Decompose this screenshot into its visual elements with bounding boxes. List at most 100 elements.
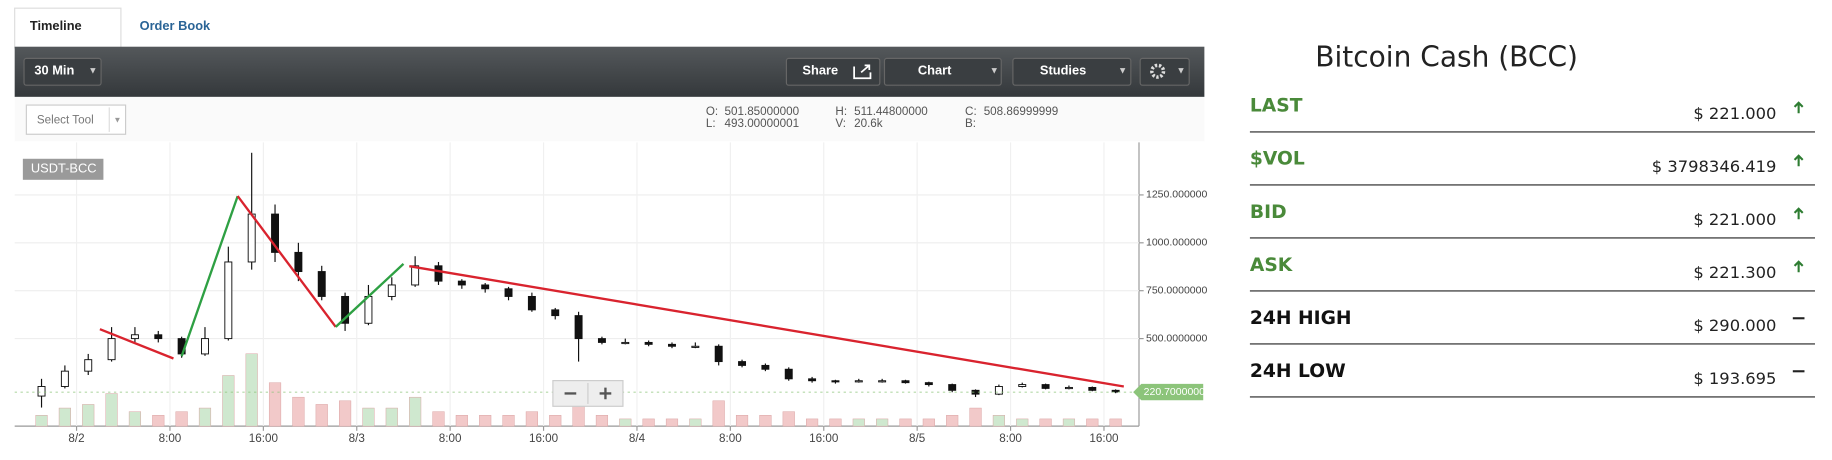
volume-bar bbox=[268, 382, 282, 427]
volume-bar bbox=[58, 407, 71, 427]
tab-label[interactable]: Timeline bbox=[30, 18, 82, 33]
volume-bar bbox=[1039, 418, 1052, 427]
candle-body bbox=[130, 334, 139, 340]
candle-body bbox=[901, 380, 910, 384]
chart-button[interactable] bbox=[883, 57, 1002, 86]
trend-up-icon bbox=[1793, 154, 1804, 167]
candle-body bbox=[341, 295, 350, 324]
symbol-label: USDT-BCC bbox=[31, 161, 97, 176]
candle-body bbox=[551, 309, 560, 317]
volume-bar bbox=[806, 418, 819, 427]
caret: ▼ bbox=[990, 66, 999, 76]
zoom-in[interactable] bbox=[599, 387, 612, 400]
volume-bar bbox=[128, 411, 142, 427]
candle-body bbox=[107, 338, 116, 361]
candle-body bbox=[948, 384, 957, 391]
candle-body bbox=[831, 380, 840, 383]
interval-button[interactable] bbox=[23, 57, 102, 86]
trend-line bbox=[99, 328, 174, 360]
candle-body bbox=[84, 359, 93, 372]
ticker-label: 24H HIGH bbox=[1250, 308, 1352, 329]
volume-bar bbox=[782, 411, 795, 427]
ticker-label: BID bbox=[1250, 202, 1287, 223]
volume-bar bbox=[362, 407, 375, 427]
x-tick-label: 8/4 bbox=[629, 432, 646, 445]
ticker-value: $ 193.695 bbox=[1693, 369, 1776, 388]
volume-bar bbox=[432, 411, 445, 427]
x-tick-label: 8/2 bbox=[68, 432, 84, 445]
candle-body bbox=[504, 288, 513, 297]
volume-bar bbox=[455, 415, 468, 427]
volume-bar bbox=[969, 407, 982, 427]
volume-bar bbox=[385, 407, 398, 427]
volume-bar bbox=[82, 404, 95, 427]
caret: ▼ bbox=[1176, 66, 1185, 76]
ohlc-info-value: 511.44800000 bbox=[854, 105, 928, 118]
candle-body bbox=[1018, 384, 1027, 387]
ohlc-info-label: L: bbox=[706, 117, 716, 130]
ticker-label: LAST bbox=[1250, 96, 1303, 117]
volume-bar bbox=[642, 418, 655, 427]
y-tick-label: 750.0000000 bbox=[1146, 284, 1207, 296]
candle-body bbox=[224, 261, 233, 340]
ticker-title: Bitcoin Cash (BCC) bbox=[1315, 40, 1578, 73]
candle-body bbox=[691, 345, 700, 348]
select-tool-label[interactable]: Select Tool bbox=[37, 113, 94, 126]
candle-body bbox=[457, 280, 466, 286]
volume-bar bbox=[525, 411, 538, 427]
volume-bar bbox=[876, 418, 889, 427]
candle-body bbox=[808, 378, 817, 382]
trend-up-icon bbox=[1793, 207, 1804, 220]
volume-bar bbox=[409, 396, 422, 427]
tab[interactable] bbox=[14, 7, 122, 49]
studies-label[interactable]: Studies bbox=[1040, 63, 1086, 78]
candle-body bbox=[644, 341, 653, 345]
interval-label[interactable]: 30 Min bbox=[34, 63, 74, 78]
trend-line bbox=[236, 195, 337, 328]
volume-bar bbox=[245, 353, 258, 427]
trend-up-icon bbox=[1793, 101, 1804, 114]
toolbar bbox=[14, 46, 1205, 97]
ticker-label: $VOL bbox=[1250, 149, 1305, 170]
caret: ▼ bbox=[1118, 66, 1127, 76]
ohlc-info-value: 501.85000000 bbox=[725, 105, 800, 118]
volume-bar bbox=[292, 396, 305, 427]
share-label[interactable]: Share bbox=[802, 63, 838, 78]
candle-body bbox=[527, 295, 536, 311]
y-tick-label: 1000.000000 bbox=[1146, 237, 1207, 249]
candle-body bbox=[1064, 386, 1073, 390]
volume-bar bbox=[1086, 418, 1099, 427]
tab-label[interactable]: Order Book bbox=[140, 18, 211, 33]
candle-body bbox=[154, 334, 163, 340]
candle-body bbox=[411, 265, 420, 286]
studies-button[interactable] bbox=[1012, 57, 1132, 86]
candle-body bbox=[481, 284, 490, 290]
chart-label[interactable]: Chart bbox=[918, 63, 952, 78]
last-price-label: 220.7000000 bbox=[1144, 386, 1205, 398]
volume-bar bbox=[1109, 418, 1122, 427]
ohlc-info-label: O: bbox=[706, 105, 718, 118]
y-tick-label: 1250.000000 bbox=[1146, 189, 1207, 201]
volume-bar bbox=[1062, 418, 1076, 427]
volume-bar bbox=[852, 418, 865, 427]
volume-bar bbox=[175, 411, 188, 427]
candle-body bbox=[597, 338, 606, 343]
plot-area bbox=[14, 142, 1139, 427]
ohlc-info-label: C: bbox=[965, 105, 977, 118]
ticker-value: $ 3798346.419 bbox=[1652, 157, 1777, 176]
volume-bar bbox=[992, 415, 1005, 427]
ticker-label: ASK bbox=[1250, 255, 1294, 276]
volume-bar bbox=[759, 415, 772, 427]
x-tick-label: 8/3 bbox=[349, 432, 365, 445]
candle-body bbox=[271, 213, 280, 253]
volume-bar bbox=[922, 418, 935, 427]
x-tick-label: 8:00 bbox=[999, 432, 1022, 445]
x-tick-label: 8:00 bbox=[439, 432, 462, 445]
x-tick-label: 16:00 bbox=[249, 432, 279, 445]
candle-body bbox=[878, 380, 887, 383]
symbol-badge bbox=[22, 158, 104, 180]
ticker-panel: Bitcoin Cash (BCC) LAST $ 221.000 $VOL $ 37… bbox=[1250, 40, 1815, 398]
volume-bar bbox=[549, 415, 562, 427]
volume-bar bbox=[946, 415, 959, 427]
candle-body bbox=[668, 343, 676, 347]
